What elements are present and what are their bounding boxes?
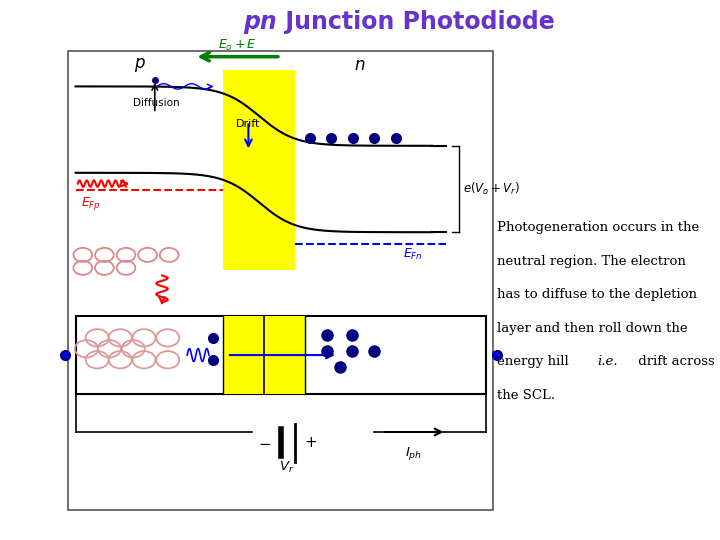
Text: Diffusion: Diffusion bbox=[133, 98, 180, 107]
Bar bbox=[68, 51, 493, 510]
Text: layer and then roll down the: layer and then roll down the bbox=[497, 322, 688, 335]
Text: energy hill: energy hill bbox=[497, 355, 573, 368]
Text: drift across: drift across bbox=[634, 355, 714, 368]
Text: pn: pn bbox=[243, 10, 277, 33]
Text: the SCL.: the SCL. bbox=[497, 389, 555, 402]
Bar bbox=[223, 316, 305, 394]
Text: Junction Photodiode: Junction Photodiode bbox=[277, 10, 555, 33]
Bar bbox=[76, 316, 486, 394]
Text: $E_{Fn}$: $E_{Fn}$ bbox=[403, 247, 423, 262]
Text: Drift: Drift bbox=[236, 119, 261, 129]
Text: neutral region. The electron: neutral region. The electron bbox=[497, 255, 685, 268]
Bar bbox=[223, 70, 295, 270]
Text: $E_o + E$: $E_o + E$ bbox=[218, 38, 257, 53]
Text: $n$: $n$ bbox=[354, 56, 366, 74]
Text: i.e.: i.e. bbox=[598, 355, 618, 368]
Text: $+$: $+$ bbox=[305, 435, 318, 450]
Text: Photogeneration occurs in the: Photogeneration occurs in the bbox=[497, 221, 699, 234]
Text: $V_r$: $V_r$ bbox=[279, 460, 294, 475]
Text: $e(V_o + V_r)$: $e(V_o + V_r)$ bbox=[463, 181, 520, 197]
Text: has to diffuse to the depletion: has to diffuse to the depletion bbox=[497, 288, 697, 301]
Text: $I_{ph}$: $I_{ph}$ bbox=[405, 445, 423, 462]
Text: $-$: $-$ bbox=[258, 435, 271, 450]
Text: $p$: $p$ bbox=[135, 56, 146, 74]
Text: $E_{Fp}$: $E_{Fp}$ bbox=[81, 195, 101, 212]
